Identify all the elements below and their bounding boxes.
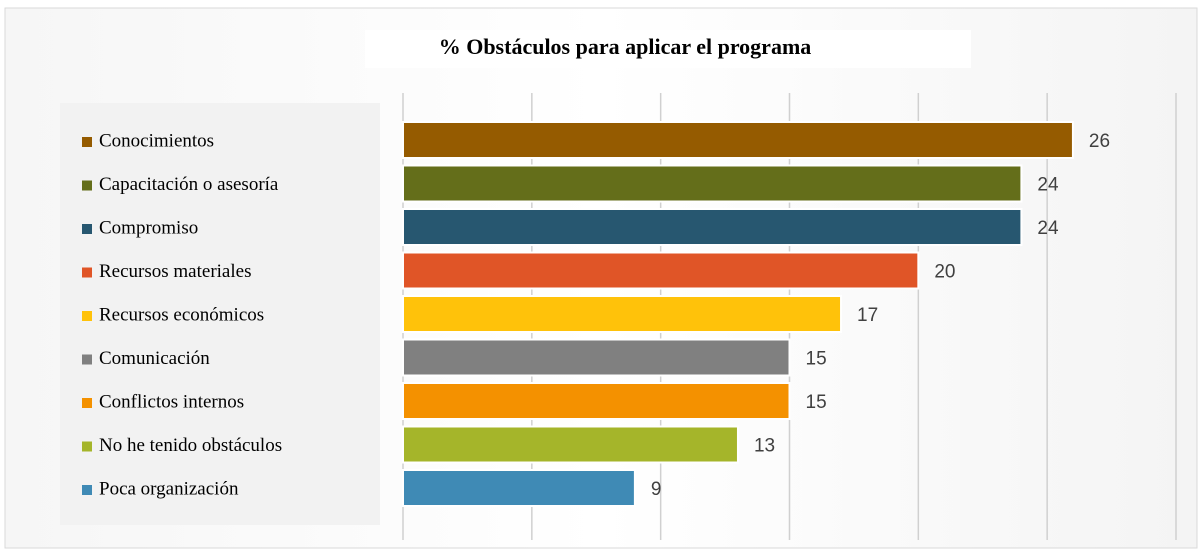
bar [402, 382, 791, 420]
bar [402, 164, 1023, 203]
chart-title: % Obstáculos para aplicar el programa [439, 34, 812, 59]
legend-label: No he tenido obstáculos [99, 435, 282, 456]
data-label: 24 [1037, 218, 1059, 239]
legend-swatch [82, 354, 92, 365]
legend-swatch [82, 441, 92, 452]
bar [402, 121, 1074, 159]
data-label: 15 [806, 349, 827, 370]
data-label: 17 [857, 305, 878, 326]
bar [402, 251, 920, 290]
legend-label: Capacitación o asesoría [99, 174, 279, 195]
legend-swatch [82, 224, 92, 234]
legend-swatch [82, 180, 92, 191]
legend-swatch [82, 267, 92, 278]
data-label: 13 [754, 436, 775, 457]
title-box [365, 30, 971, 68]
legend-label: Conflictos internos [99, 391, 244, 412]
legend-label: Poca organización [99, 478, 239, 499]
legend-swatch [82, 137, 92, 147]
bar [402, 425, 739, 464]
legend-label: Compromiso [99, 217, 198, 238]
data-label: 20 [934, 262, 955, 283]
bar [402, 208, 1023, 246]
legend-swatch [82, 398, 92, 408]
legend-label: Comunicación [99, 348, 210, 369]
legend-panel [60, 103, 380, 525]
legend-swatch [82, 485, 92, 495]
data-label: 24 [1037, 175, 1059, 196]
bar [402, 338, 791, 377]
bar [402, 469, 636, 507]
data-label: 9 [651, 479, 662, 500]
legend-label: Conocimientos [99, 130, 214, 151]
data-label: 15 [806, 392, 827, 413]
legend-swatch [82, 311, 92, 321]
data-label: 26 [1089, 131, 1110, 152]
legend-label: Recursos materiales [99, 261, 251, 282]
legend-label: Recursos económicos [99, 304, 264, 325]
bar [402, 295, 843, 333]
